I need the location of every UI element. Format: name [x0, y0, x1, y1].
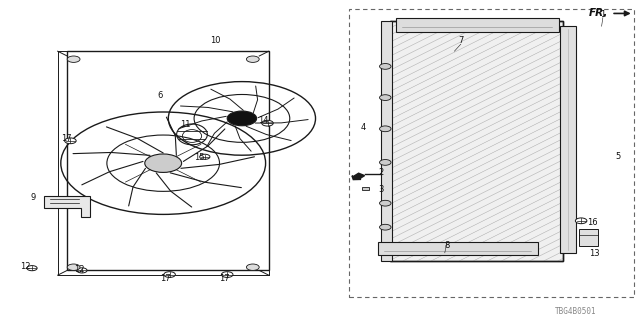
Text: 5: 5 [615, 152, 620, 161]
Polygon shape [44, 196, 90, 217]
FancyArrow shape [352, 173, 365, 180]
Circle shape [145, 154, 182, 172]
Bar [67, 51, 269, 270]
Text: 1: 1 [600, 10, 605, 19]
Circle shape [67, 264, 80, 270]
Bar [390, 21, 563, 261]
Bar [560, 26, 576, 253]
Text: 16: 16 [588, 218, 598, 227]
Text: 17: 17 [61, 134, 72, 143]
Text: 11: 11 [180, 120, 191, 129]
Text: 4: 4 [361, 124, 366, 132]
Circle shape [380, 126, 391, 132]
Text: 14: 14 [259, 116, 269, 125]
Text: 2: 2 [379, 168, 384, 177]
Text: 17: 17 [219, 274, 229, 283]
Bar [362, 187, 369, 190]
Circle shape [262, 120, 273, 126]
Text: 7: 7 [458, 36, 463, 45]
Text: 6: 6 [157, 91, 163, 100]
Text: 8: 8 [444, 241, 449, 250]
Text: 15: 15 [195, 153, 205, 162]
Circle shape [380, 159, 391, 165]
Circle shape [246, 264, 259, 270]
Circle shape [227, 111, 257, 126]
Circle shape [27, 266, 37, 271]
Text: 9: 9 [31, 193, 36, 202]
Circle shape [380, 224, 391, 230]
Text: 12: 12 [74, 265, 84, 274]
Circle shape [380, 63, 391, 69]
Circle shape [246, 56, 259, 62]
Text: 3: 3 [379, 185, 384, 194]
Text: TBG4B0501: TBG4B0501 [555, 308, 597, 316]
Circle shape [575, 218, 587, 224]
Text: FR.: FR. [589, 8, 608, 18]
Circle shape [67, 56, 80, 62]
Bar [378, 242, 538, 255]
Bar [349, 9, 634, 297]
Circle shape [380, 95, 391, 100]
Text: 12: 12 [20, 262, 31, 271]
Bar [396, 18, 559, 32]
Bar [579, 229, 598, 246]
Circle shape [380, 200, 391, 206]
Text: 13: 13 [589, 249, 599, 258]
Circle shape [200, 154, 210, 159]
Circle shape [164, 272, 175, 277]
Bar [390, 21, 563, 261]
Circle shape [65, 138, 76, 144]
Circle shape [221, 272, 233, 277]
Circle shape [77, 268, 87, 273]
Text: 10: 10 [210, 36, 220, 45]
Bar [381, 21, 392, 261]
Text: 17: 17 [160, 274, 170, 283]
